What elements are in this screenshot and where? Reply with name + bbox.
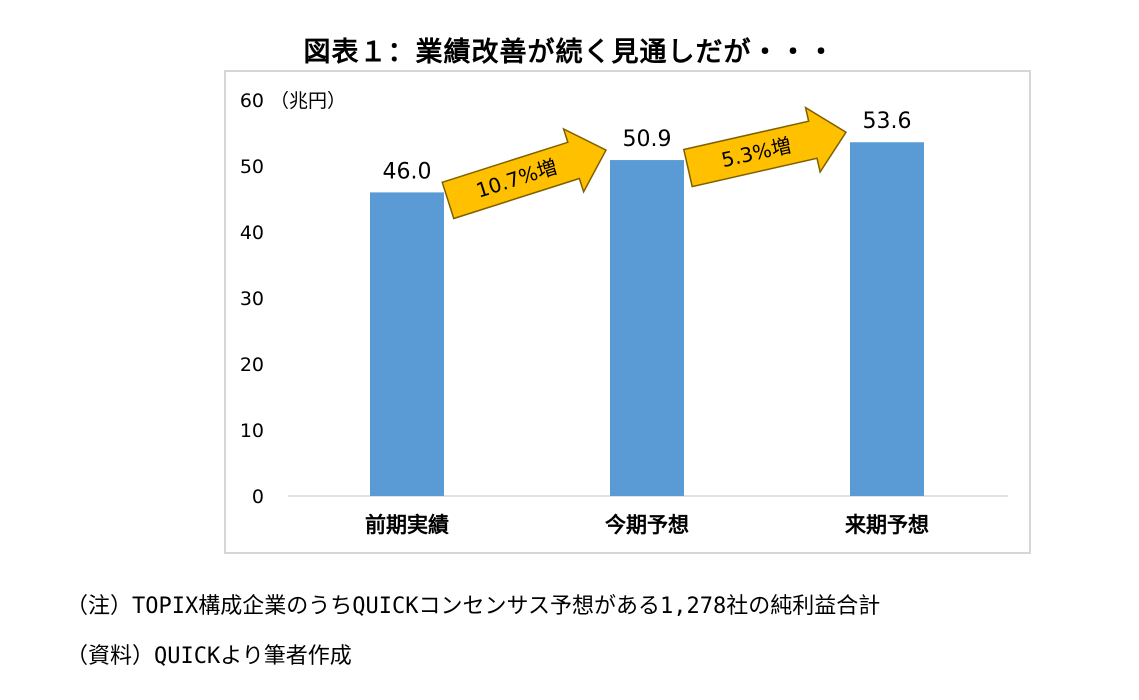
y-tick-label: 50 [240, 156, 264, 178]
y-tick-label: 20 [240, 354, 264, 376]
growth-arrow-shape [441, 127, 608, 220]
growth-arrow-shape [682, 106, 848, 188]
footnote-note: （注）TOPIX構成企業のうちQUICKコンセンサス予想がある1,278社の純利… [66, 594, 881, 619]
bar [610, 160, 684, 496]
y-tick-label: 0 [252, 486, 264, 508]
footnote-source: （資料）QUICKより筆者作成 [66, 644, 352, 669]
bar-value-label: 50.9 [623, 127, 672, 152]
y-tick-label: 60 [240, 90, 264, 112]
chart-frame: 0 10 20 30 40 50 60 （兆円） 46.0 前期実績 50.9 今期予想 53.6 来期予… [224, 70, 1031, 554]
y-tick-label: 10 [240, 420, 264, 442]
bar-chart: 0 10 20 30 40 50 60 （兆円） 46.0 前期実績 50.9 今期予想 53.6 来期予… [240, 90, 1008, 537]
growth-arrow: 5.3%増 [682, 106, 848, 188]
bar-value-label: 46.0 [383, 159, 432, 184]
bar [370, 192, 444, 496]
bar-value-label: 53.6 [863, 109, 912, 134]
x-tick-label: 来期予想 [845, 513, 929, 537]
y-axis-unit-label: （兆円） [270, 90, 346, 112]
y-tick-label: 30 [240, 288, 264, 310]
y-tick-label: 40 [240, 222, 264, 244]
growth-arrow: 10.7%増 [441, 127, 608, 220]
chart-title: 図表１：業績改善が続く見通しだが・・・ [303, 37, 836, 68]
x-tick-label: 前期実績 [365, 513, 449, 537]
x-tick-label: 今期予想 [605, 513, 689, 537]
bar [850, 142, 924, 496]
